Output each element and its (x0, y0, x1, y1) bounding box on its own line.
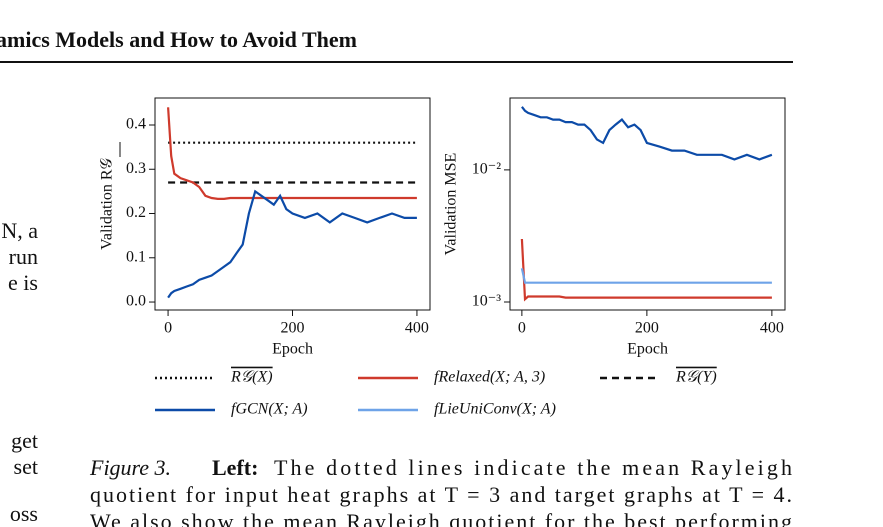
side-text: run (9, 244, 38, 269)
y-tick-label: 0.3 (126, 160, 146, 177)
header-title: amics Models and How to Avoid Them (0, 27, 357, 52)
y-axis-label: Validation R𝒢 (99, 157, 116, 249)
x-tick-label: 200 (281, 320, 305, 337)
legend-label: fGCN(X; A) (231, 401, 308, 418)
caption-line: We also show the mean Rayleigh quotient … (90, 509, 792, 527)
legend-label: fLieUniConv(X; A) (434, 401, 556, 418)
x-axis-label: Epoch (272, 341, 313, 358)
side-text: e is (8, 270, 38, 295)
series-line (521, 106, 773, 161)
x-tick-label: 0 (164, 320, 172, 337)
y-tick-label: 0.4 (126, 116, 146, 133)
legend-label: R𝒢(Y) (675, 369, 717, 386)
legend-label: fRelaxed(X; A, 3) (434, 369, 545, 386)
side-text: get (11, 428, 38, 453)
plot-frame (509, 97, 786, 311)
y-tick-label: 10⁻³ (472, 293, 501, 310)
series-line (520, 268, 772, 284)
x-tick-label: 400 (405, 320, 429, 337)
y-tick-label: 10⁻² (472, 161, 501, 178)
y-tick-label: 0.0 (126, 293, 146, 310)
caption-line: The dotted lines indicate the mean Rayle… (274, 455, 792, 480)
plot-frame (154, 97, 431, 311)
x-tick-label: 200 (635, 320, 659, 337)
y-axis-label: Validation MSE (443, 153, 460, 256)
legend-label: R𝒢(X) (230, 369, 273, 386)
series-line (167, 107, 417, 200)
y-tick-label: 0.2 (126, 204, 146, 221)
side-text: oss (10, 501, 38, 526)
x-tick-label: 0 (518, 320, 526, 337)
caption-bold: Left: (212, 455, 258, 480)
caption-line: quotient for input heat graphs at T = 3 … (90, 482, 792, 507)
y-tick-label: 0.1 (126, 248, 146, 265)
series-line (520, 238, 772, 302)
caption-label: Figure 3. (89, 455, 171, 480)
side-text: N, a (1, 218, 38, 243)
x-tick-label: 400 (760, 320, 784, 337)
x-axis-label: Epoch (627, 341, 668, 358)
series-line (167, 189, 417, 299)
side-text: set (14, 454, 38, 479)
